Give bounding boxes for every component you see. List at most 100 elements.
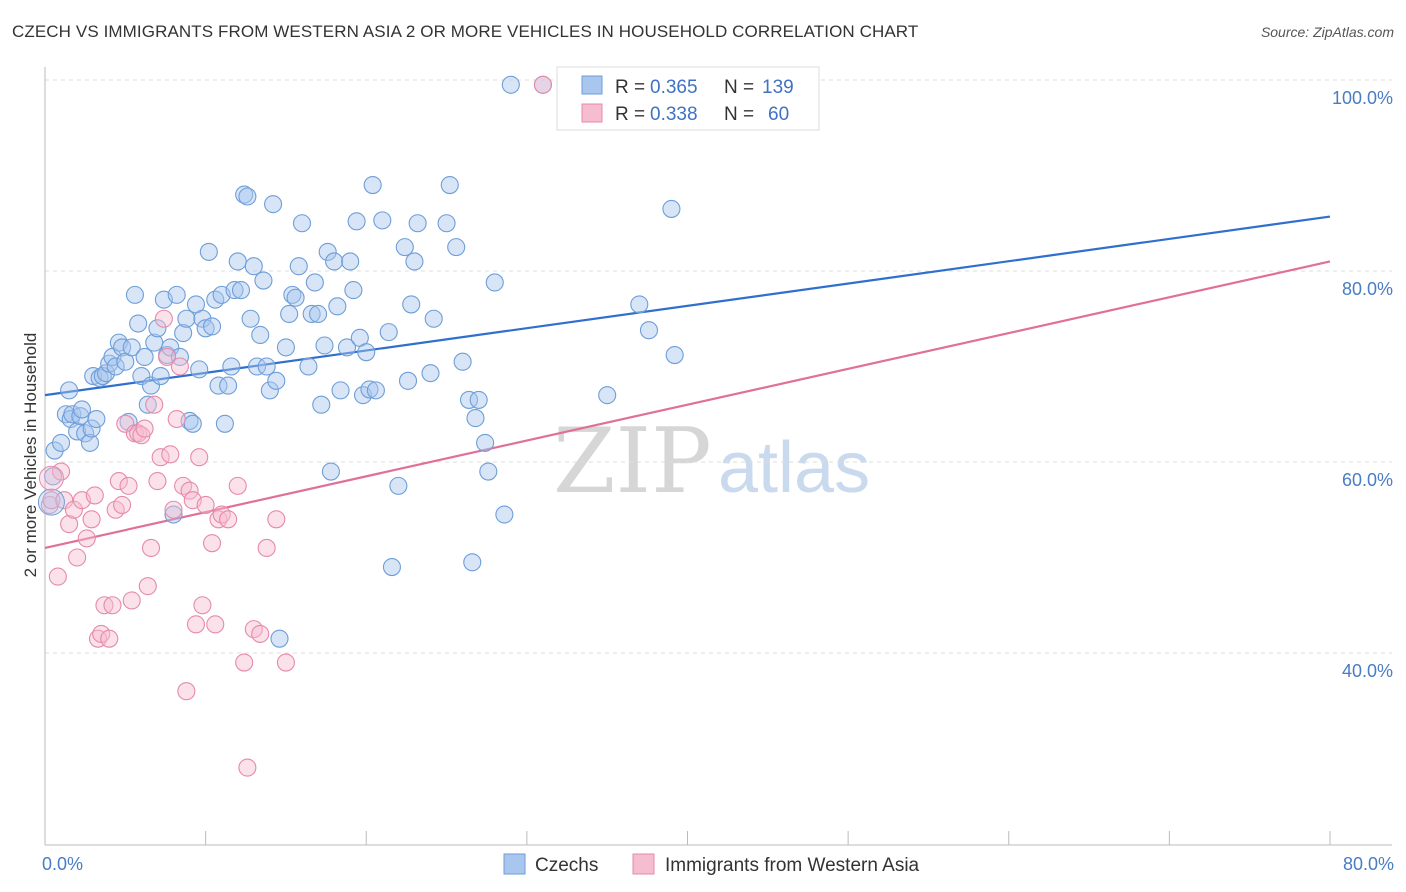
- western-asia-point-10: [82, 510, 101, 529]
- western-asia-point-1: [42, 491, 61, 510]
- western-asia-point-20: [116, 414, 135, 433]
- czechs-point-38: [164, 505, 183, 524]
- legend-n-label-2: N =: [724, 104, 759, 125]
- czechs-point-62: [241, 309, 260, 328]
- czechs-point-117: [469, 390, 488, 409]
- czechs-point-121: [495, 505, 514, 524]
- czechs-point-61: [238, 187, 257, 206]
- western-asia-point-48: [209, 510, 228, 529]
- western-asia-point-51: [228, 476, 247, 495]
- western-asia-point-50: [219, 510, 238, 529]
- western-asia-point-43: [190, 448, 209, 467]
- western-asia-point-34: [161, 445, 180, 464]
- czechs-point-28: [132, 366, 151, 386]
- western-asia-point-18: [109, 472, 128, 491]
- czechs-point-81: [309, 304, 328, 324]
- czechs-point-109: [424, 309, 443, 328]
- bottom-legend: Czechs Immigrants from Western Asia: [503, 853, 920, 876]
- western-asia-point-2: [48, 567, 67, 586]
- western-asia-point-45: [196, 495, 215, 515]
- czechs-point-64: [247, 357, 267, 376]
- watermark-atlas: atlas: [718, 428, 870, 508]
- czechs-point-98: [366, 381, 385, 400]
- czechs-point-129: [662, 199, 681, 218]
- czechs-point-115: [463, 553, 482, 572]
- czechs-point-75: [286, 288, 305, 307]
- czechs-point-125: [598, 386, 617, 405]
- czechs-point-27: [129, 314, 148, 333]
- czechs-trend-line: [44, 215, 1331, 397]
- czechs-point-116: [466, 409, 485, 428]
- czechs-point-118: [476, 433, 495, 452]
- czechs-point-73: [280, 304, 299, 324]
- western-asia-point-36: [167, 409, 186, 429]
- czechs-point-119: [479, 462, 498, 481]
- czechs-point-55: [219, 376, 238, 395]
- czechs-point-88: [331, 381, 350, 400]
- czechs-point-46: [190, 360, 209, 379]
- czechs-point-105: [402, 295, 421, 314]
- czechs-point-44: [183, 414, 202, 433]
- czechs-point-122: [501, 75, 520, 94]
- czechs-point-49: [199, 242, 218, 261]
- western-asia-point-58: [276, 653, 295, 672]
- czechs-point-11: [80, 433, 100, 452]
- y-tick-label-3: 40.0%: [1342, 661, 1393, 681]
- western-asia-point-42: [186, 615, 206, 634]
- czechs-point-99: [373, 211, 392, 230]
- legend-r-label-2: R =: [615, 104, 650, 125]
- czechs-point-41: [174, 324, 193, 343]
- western-asia-point-9: [77, 529, 96, 548]
- czechs-point-14: [87, 409, 106, 429]
- western-asia-point-57: [267, 510, 286, 529]
- czechs-point-111: [440, 176, 459, 195]
- legend-swatch-western-asia: [581, 103, 603, 123]
- czechs-point-127: [639, 321, 659, 340]
- czechs-point-76: [289, 257, 308, 276]
- czechs-point-30: [138, 395, 157, 414]
- czechs-point-97: [363, 176, 382, 195]
- gridlines: 100.0% 80.0% 60.0% 40.0%: [45, 79, 1393, 681]
- czechs-cluster-point: [37, 488, 65, 516]
- western-asia-point-59: [533, 75, 552, 94]
- czechs-point-110: [437, 214, 456, 233]
- czechs-point-120: [485, 273, 504, 292]
- western-asia-point-52: [235, 653, 254, 672]
- western-asia-point-53: [238, 758, 257, 777]
- czechs-point-96: [360, 380, 379, 399]
- bottom-legend-swatch-western-asia: [632, 853, 655, 875]
- czechs-point-66: [254, 271, 273, 290]
- czechs-point-92: [347, 212, 366, 231]
- western-asia-point-30: [148, 472, 167, 491]
- czechs-point-58: [228, 252, 247, 271]
- czechs-point-54: [215, 414, 234, 433]
- western-asia-point-5: [60, 515, 79, 534]
- czechs-point-126: [630, 295, 649, 314]
- western-asia-point-56: [257, 538, 276, 558]
- legend-r-label-1: R =: [615, 77, 650, 98]
- czechs-point-91: [344, 281, 363, 300]
- western-asia-point-7: [68, 548, 87, 567]
- czechs-point-60: [235, 185, 254, 204]
- czechs-point-82: [312, 395, 331, 414]
- czechs-point-63: [244, 257, 263, 276]
- czechs-point-4: [60, 381, 79, 400]
- source-label: Source: ZipAtlas.com: [1260, 24, 1394, 40]
- czechs-point-106: [405, 252, 424, 271]
- czechs-point-50: [203, 317, 222, 336]
- bottom-legend-swatch-czechs: [503, 853, 526, 875]
- czechs-point-108: [421, 364, 440, 383]
- czechs-point-47: [193, 309, 212, 328]
- czechs-point-68: [260, 381, 279, 400]
- western-asia-point-44: [193, 596, 212, 615]
- czechs-point-48: [196, 319, 215, 338]
- western-asia-point-47: [206, 615, 225, 634]
- western-asia-point-27: [138, 577, 157, 596]
- y-tick-label-0: 100.0%: [1332, 88, 1393, 108]
- czechs-point-31: [141, 376, 161, 395]
- czechs-point-56: [222, 357, 241, 376]
- czechs-point-102: [389, 476, 408, 495]
- czechs-point-113: [453, 352, 472, 371]
- czechs-point-130: [665, 345, 684, 365]
